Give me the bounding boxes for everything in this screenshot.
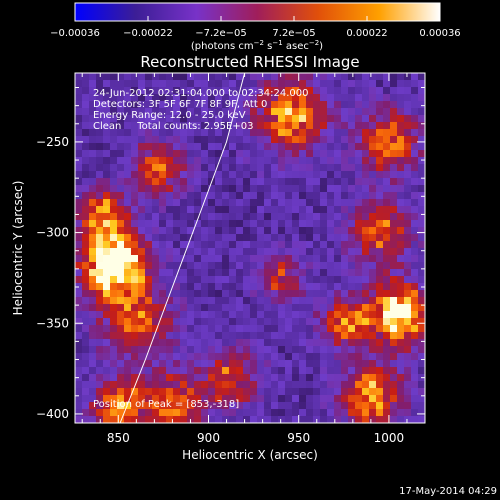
- annotation-detectors: Detectors: 3F 5F 6F 7F 8F 9F, Att 0: [93, 99, 267, 110]
- x-tick-label: 950: [287, 431, 310, 445]
- annotation-time-range: 24-Jun-2012 02:31:04.000 to 02:34:24.000: [93, 88, 309, 99]
- annotation-clean-counts: Clean Total counts: 2.95E+03: [93, 121, 253, 132]
- colorbar: [75, 3, 440, 21]
- x-axis: 850 900 950 1000: [81, 73, 426, 445]
- colorbar-tick-label: 0.00036: [419, 28, 460, 39]
- solar-limb-curve: [119, 73, 246, 423]
- colorbar-tick-label: 0.00022: [346, 28, 387, 39]
- colorbar-tick-label: −0.00036: [50, 28, 100, 39]
- y-tick-label: −400: [36, 407, 69, 421]
- y-axis: −250 −300 −350 −400: [36, 87, 425, 421]
- colorbar-tick-label: 7.2e−05: [272, 28, 315, 39]
- y-axis-label: Heliocentric Y (arcsec): [11, 181, 25, 316]
- heatmap-image: [75, 73, 425, 423]
- colorbar-ticks: −0.00036 −0.00022 −7.2e−05 7.2e−05 0.00022 0.…: [50, 16, 461, 39]
- colorbar-frame: [74, 2, 441, 22]
- y-tick-label: −350: [36, 316, 69, 330]
- footer-timestamp: 17-May-2014 04:29: [399, 486, 497, 497]
- annotation-block: 24-Jun-2012 02:31:04.000 to 02:34:24.000…: [93, 88, 309, 132]
- y-tick-label: −250: [36, 135, 69, 149]
- colorbar-tick-label: −7.2e−05: [195, 28, 247, 39]
- x-tick-label: 850: [107, 431, 130, 445]
- peak-position-label: Position of Peak = [853,-318]: [93, 399, 239, 410]
- x-axis-label: Heliocentric X (arcsec): [182, 448, 318, 462]
- y-tick-label: −300: [36, 226, 69, 240]
- x-tick-label: 1000: [374, 431, 405, 445]
- plot-frame: [74, 72, 426, 424]
- chart-title: Reconstructed RHESSI Image: [140, 53, 359, 71]
- annotation-energy-range: Energy Range: 12.0 - 25.0 keV: [93, 110, 246, 121]
- colorbar-tick-label: −0.00022: [123, 28, 173, 39]
- colorbar-unit-label: (photons cm−2 s−1 asec−2): [191, 39, 323, 52]
- x-tick-label: 900: [197, 431, 220, 445]
